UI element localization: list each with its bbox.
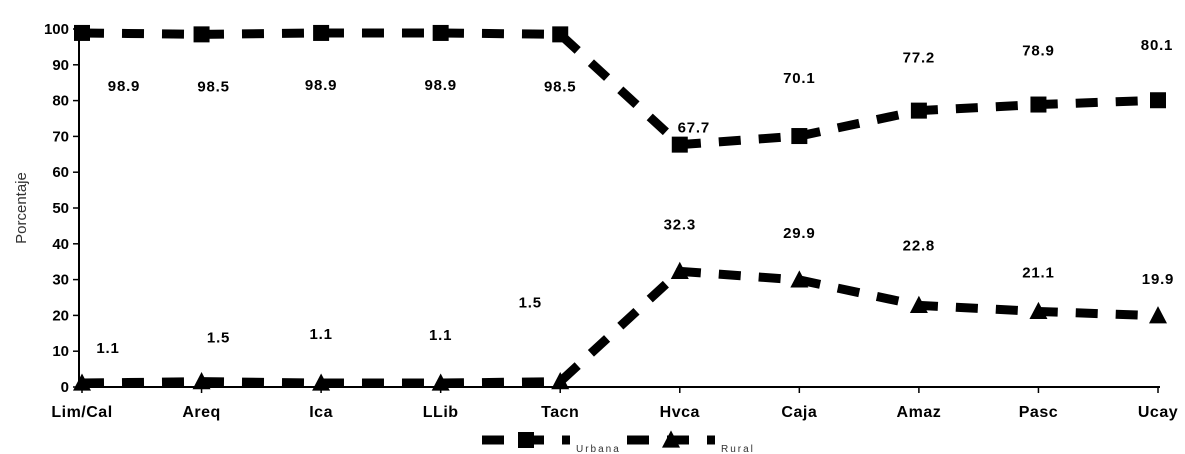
plot-area: 0 10 20 30 40 50 60 70 80 90 100 Lim/Cal Areq Ica LLi… (13, 21, 1178, 421)
legend-marker (518, 432, 534, 448)
data-label-rural: 1.5 (519, 295, 542, 312)
data-point-urbana (432, 24, 449, 41)
data-point-urbana (671, 136, 688, 153)
data-label-urbana: 98.9 (305, 77, 337, 94)
data-point-rural (1029, 301, 1048, 320)
data-point-rural (670, 261, 689, 279)
legend-item-urbana: Urbana (482, 432, 621, 454)
data-point-urbana (313, 24, 330, 41)
data-label-urbana: 77.2 (903, 50, 935, 67)
x-tick-label: Areq (182, 404, 220, 421)
x-tick-label: Lim/Cal (51, 404, 112, 421)
data-labels: 98.9 98.5 98.9 98.9 98.5 67.7 70.1 77.2 78.9 80.1… (96, 37, 1174, 357)
data-point-rural (790, 270, 809, 288)
y-tick-label: 20 (52, 307, 69, 324)
x-tick-label: Pasc (1019, 404, 1058, 421)
data-point-rural (73, 373, 91, 391)
x-tick-label: Hvca (660, 404, 700, 421)
data-label-urbana: 70.1 (783, 70, 815, 87)
data-point-urbana (193, 26, 210, 43)
legend: Urbana Rural (482, 430, 755, 454)
y-tick-label: 0 (61, 379, 69, 396)
x-tick-label: Ucay (1138, 404, 1178, 421)
data-point-urbana (552, 26, 569, 43)
data-label-rural: 29.9 (783, 225, 815, 242)
data-label-urbana: 98.5 (197, 78, 229, 95)
x-tick-label: Tacn (541, 404, 579, 421)
data-point-urbana (910, 102, 927, 119)
data-point-urbana (791, 128, 808, 145)
data-point-rural (551, 372, 570, 390)
data-point-urbana (1030, 96, 1047, 113)
series-line-rural (81, 266, 1159, 388)
x-tick-label: Ica (309, 404, 333, 421)
y-axis-title: Porcentaje (13, 172, 30, 244)
data-point-rural (909, 295, 928, 313)
y-tick-label: 30 (52, 272, 69, 289)
x-tick-label: Amaz (897, 404, 942, 421)
series-rural (73, 261, 1167, 391)
legend-label: Rural (721, 444, 755, 454)
data-label-rural: 32.3 (664, 216, 696, 233)
x-tick-label: LLib (423, 404, 459, 421)
series-urbana (74, 24, 1166, 153)
x-tick-label: Caja (781, 404, 817, 421)
y-axis-ticks: 0 10 20 30 40 50 60 70 80 90 100 (44, 21, 79, 396)
data-label-rural: 22.8 (903, 237, 935, 254)
data-point-rural (431, 373, 450, 391)
legend-label: Urbana (576, 444, 621, 454)
data-label-rural: 1.5 (207, 330, 230, 347)
legend-item-rural: Rural (627, 430, 755, 454)
y-tick-label: 90 (52, 57, 69, 74)
data-point-rural (192, 372, 211, 390)
y-tick-label: 50 (52, 200, 69, 217)
data-label-rural: 1.1 (96, 340, 119, 357)
data-label-rural: 1.1 (429, 327, 452, 344)
data-label-urbana: 80.1 (1141, 37, 1173, 54)
data-label-urbana: 67.7 (678, 120, 710, 137)
data-label-urbana: 98.9 (424, 77, 456, 94)
y-tick-label: 70 (52, 128, 69, 145)
data-label-rural: 21.1 (1022, 264, 1054, 281)
y-tick-label: 10 (52, 343, 69, 360)
y-tick-label: 100 (44, 21, 69, 38)
data-label-rural: 19.9 (1142, 271, 1174, 288)
data-point-urbana (1150, 92, 1166, 109)
series-layer (73, 24, 1167, 391)
series-line-urbana (81, 28, 1159, 150)
data-label-urbana: 78.9 (1022, 43, 1054, 60)
data-point-rural (312, 373, 331, 391)
y-tick-label: 40 (52, 236, 69, 253)
legend-marker (662, 430, 680, 448)
data-label-urbana: 98.5 (544, 78, 576, 95)
data-point-urbana (74, 24, 90, 41)
x-axis-ticks: Lim/Cal Areq Ica LLib Tacn Hvca Caja Amaz Pasc Uc… (51, 387, 1178, 421)
data-label-rural: 1.1 (309, 326, 332, 343)
y-tick-label: 60 (52, 164, 69, 181)
data-label-urbana: 98.9 (108, 78, 140, 95)
data-point-rural (1149, 306, 1167, 324)
y-tick-label: 80 (52, 93, 69, 110)
